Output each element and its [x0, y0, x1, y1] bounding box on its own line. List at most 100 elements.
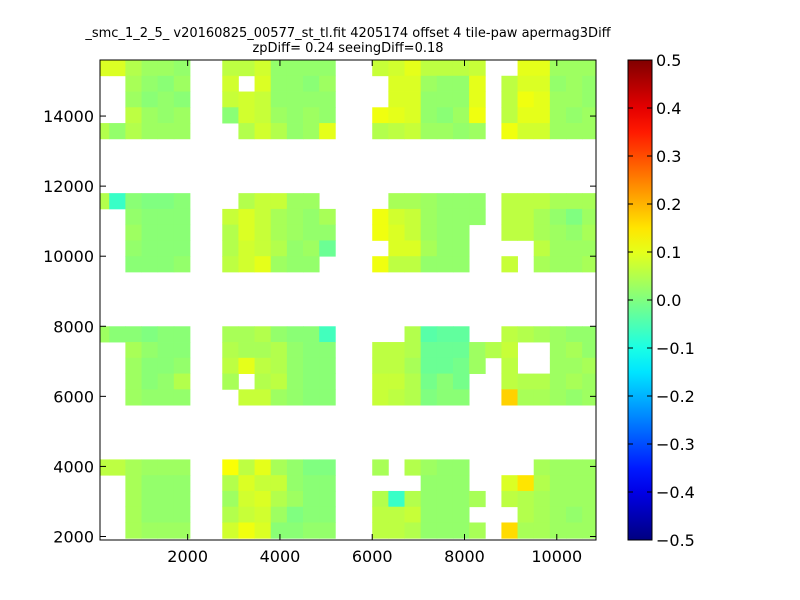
heatmap-cell: [388, 224, 405, 241]
heatmap-cell: [238, 506, 255, 523]
heatmap-cell: [388, 75, 405, 92]
heatmap-cell: [582, 193, 597, 210]
heatmap-cell: [303, 459, 320, 476]
heatmap-cell: [388, 389, 405, 406]
heatmap-cell: [372, 490, 389, 508]
heatmap-cell: [173, 357, 191, 374]
heatmap-cell: [404, 459, 422, 476]
heatmap-cell: [286, 256, 304, 273]
heatmap-cell: [549, 326, 567, 343]
heatmap-cell: [173, 60, 191, 77]
y-tick-label: 10000: [43, 247, 94, 266]
heatmap-cell: [286, 240, 304, 257]
heatmap-cell: [436, 193, 454, 210]
heatmap-cell: [303, 91, 320, 108]
heatmap-cell: [566, 256, 583, 273]
heatmap-cell: [238, 475, 255, 492]
heatmap-cell: [222, 342, 239, 359]
heatmap-cell: [319, 522, 336, 539]
heatmap-cell: [303, 389, 320, 406]
heatmap-cell: [286, 459, 304, 476]
heatmap-cell: [501, 373, 518, 390]
heatmap-cell: [566, 193, 583, 210]
heatmap-cell: [517, 475, 535, 492]
heatmap-cell: [404, 193, 422, 210]
heatmap-cell: [270, 506, 288, 523]
colorbar-tick-label: −0.5: [656, 531, 695, 550]
heatmap-cell: [469, 91, 486, 108]
x-tick-label: 8000: [444, 547, 485, 566]
heatmap-cell: [388, 256, 405, 273]
y-tick-label: 8000: [53, 317, 94, 336]
heatmap-cell: [404, 91, 422, 108]
heatmap-cell: [303, 475, 320, 492]
heatmap-cell: [254, 326, 272, 343]
heatmap-cell: [270, 326, 288, 343]
heatmap-cell: [566, 342, 583, 359]
heatmap-cell: [303, 193, 320, 210]
heatmap-cell: [582, 357, 597, 374]
heatmap-cell: [436, 342, 454, 359]
heatmap-cell: [420, 60, 438, 77]
heatmap-cell: [222, 107, 239, 124]
heatmap-cell: [436, 256, 454, 273]
heatmap-cell: [501, 342, 518, 359]
heatmap-cell: [286, 208, 304, 226]
heatmap-cell: [501, 91, 518, 108]
heatmap-cell: [303, 208, 320, 226]
heatmap-cell: [404, 107, 422, 124]
heatmap-cell: [125, 522, 142, 539]
heatmap-cell: [141, 60, 159, 77]
heatmap-cell: [270, 60, 288, 77]
heatmap-cell: [533, 326, 551, 343]
heatmap-cell: [404, 123, 422, 140]
heatmap-cell: [501, 193, 518, 210]
heatmap-cell: [319, 240, 336, 257]
heatmap-cell: [286, 522, 304, 539]
colorbar-tick-label: −0.3: [656, 435, 695, 454]
heatmap-cell: [582, 522, 597, 539]
heatmap-cell: [141, 490, 159, 508]
heatmap-cell: [141, 357, 159, 374]
heatmap-cell: [100, 193, 110, 210]
heatmap-cell: [582, 91, 597, 108]
colorbar-ticks: 0.5 0.4 0.3 0.2 0.1 0.0 −0.1 −0.2 −0.3 −0.4 −0.5: [628, 51, 695, 550]
heatmap-cell: [372, 389, 389, 406]
heatmap-cell: [582, 75, 597, 92]
heatmap-cell: [388, 506, 405, 523]
heatmap-cell: [141, 256, 159, 273]
heatmap-cell: [125, 326, 142, 343]
heatmap-cell: [286, 193, 304, 210]
heatmap-cell: [533, 506, 551, 523]
heatmap-cell: [100, 60, 110, 77]
heatmap-cell: [303, 75, 320, 92]
heatmap-cell: [566, 75, 583, 92]
heatmap-cell: [270, 342, 288, 359]
heatmap-cell: [452, 91, 470, 108]
heatmap-cell: [404, 373, 422, 390]
heatmap-cell: [388, 60, 405, 77]
heatmap-cells: [100, 60, 597, 539]
y-tick-label: 6000: [53, 387, 94, 406]
colorbar-tick-label: 0.0: [656, 291, 681, 310]
heatmap-cell: [141, 506, 159, 523]
heatmap-cell: [157, 342, 175, 359]
heatmap-cell: [582, 459, 597, 476]
heatmap-cell: [452, 475, 470, 492]
heatmap-cell: [549, 490, 567, 508]
heatmap-cell: [141, 475, 159, 492]
heatmap-cell: [157, 193, 175, 210]
heatmap-cell: [238, 193, 255, 210]
heatmap-cell: [238, 256, 255, 273]
heatmap-cell: [501, 107, 518, 124]
heatmap-cell: [173, 107, 191, 124]
x-tick-label: 6000: [352, 547, 393, 566]
heatmap-cell: [141, 522, 159, 539]
heatmap-cell: [388, 208, 405, 226]
heatmap-cell: [222, 326, 239, 343]
heatmap-cell: [517, 60, 535, 77]
heatmap-cell: [388, 123, 405, 140]
heatmap-cell: [452, 256, 470, 273]
heatmap-cell: [436, 208, 454, 226]
